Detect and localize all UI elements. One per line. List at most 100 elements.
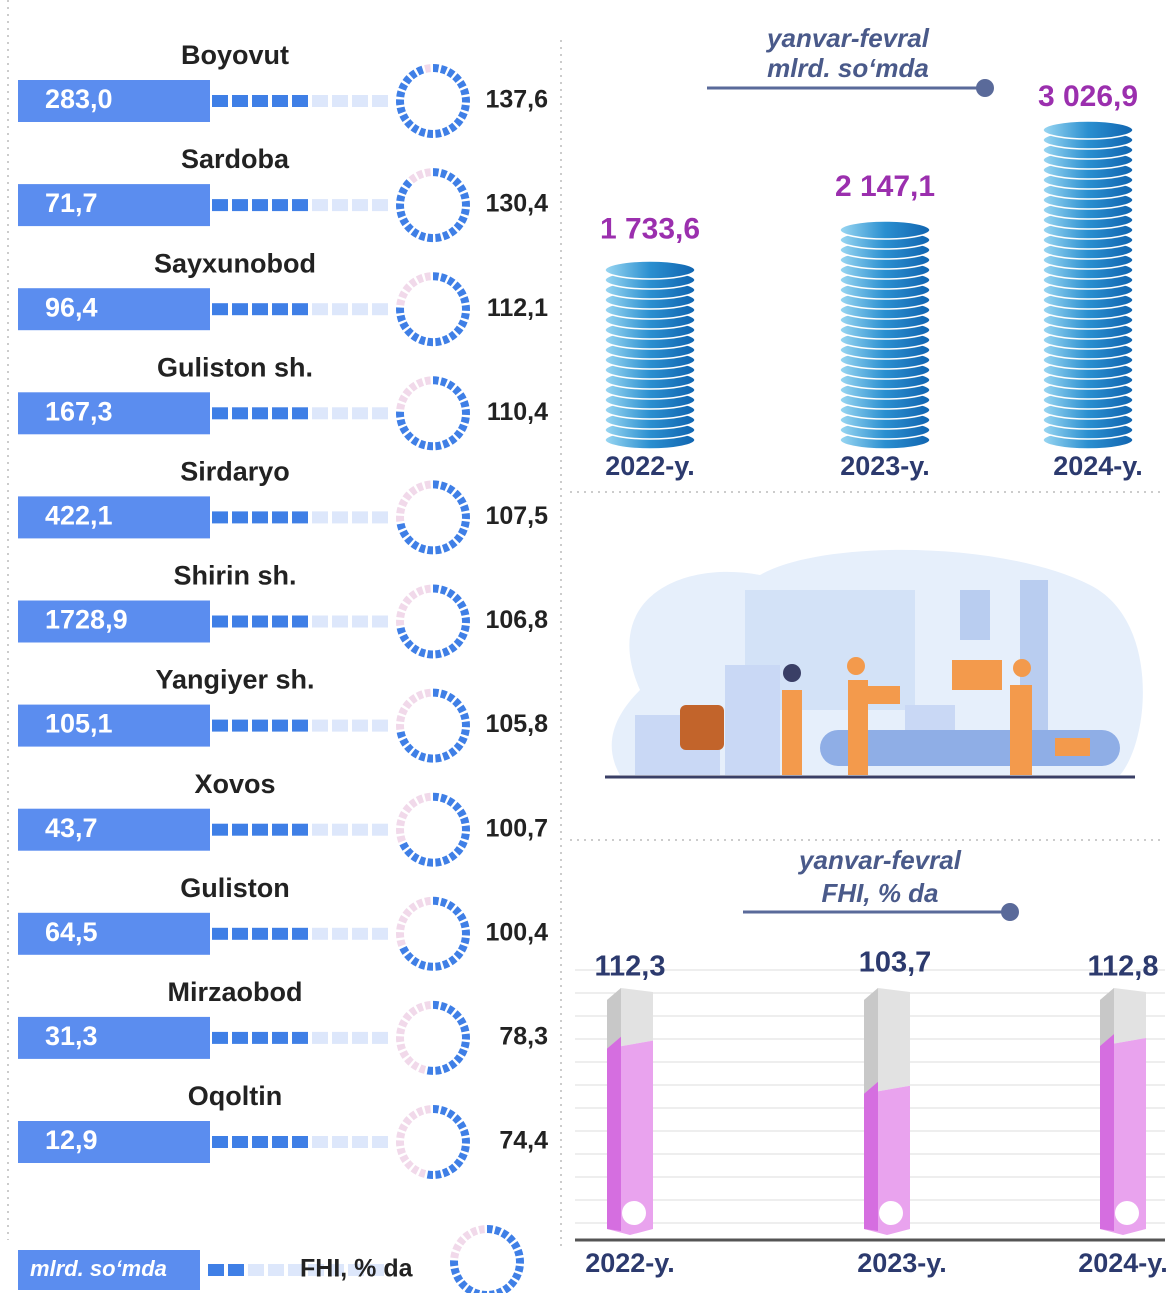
ring-segment <box>404 119 414 129</box>
ring-segment <box>398 394 409 404</box>
dash-segment <box>332 1031 348 1044</box>
ring-segment <box>460 520 470 528</box>
ring-segment <box>452 73 462 83</box>
dash-segment <box>232 407 248 420</box>
ring-segment <box>456 704 467 714</box>
fhi-label: 105,8 <box>485 710 548 738</box>
dash-segment <box>232 615 248 628</box>
dash-segment <box>332 95 348 107</box>
ring-segment <box>439 377 448 387</box>
ring-segment <box>415 1002 425 1013</box>
ring-gauge <box>396 896 470 971</box>
district-name: Xovos <box>194 769 275 799</box>
ring-segment <box>435 649 442 659</box>
ring-segment <box>457 631 468 641</box>
ring-segment <box>415 794 425 805</box>
ring-segment <box>448 122 458 133</box>
ring-segment <box>456 79 467 89</box>
ring-segment <box>404 1055 414 1066</box>
dash-segment <box>352 1031 368 1044</box>
ring-segment <box>460 624 470 633</box>
ring-segment <box>446 692 456 703</box>
ring-segment <box>460 1145 470 1153</box>
x-tick-label: 2024-y. <box>1078 1248 1168 1278</box>
dash-segment <box>292 1031 308 1044</box>
ring-segment <box>514 1248 524 1257</box>
ring-segment <box>448 643 458 653</box>
dash-segment <box>212 615 228 628</box>
ring-segment <box>410 123 420 134</box>
dash-segment <box>272 407 288 420</box>
dash-segment <box>292 303 308 316</box>
x-tick-label: 2024-y. <box>1053 451 1143 481</box>
bar-side <box>1100 988 1114 1046</box>
dash-segment <box>252 95 268 107</box>
ring-segment <box>410 228 420 238</box>
dash-segment <box>272 615 288 628</box>
dash-segment <box>372 1136 388 1148</box>
dash-segment <box>308 1264 324 1276</box>
dash-segment <box>332 511 348 524</box>
dash-segment <box>312 615 328 628</box>
x-tick-label: 2022-y. <box>585 1248 675 1278</box>
ring-segment <box>435 857 442 867</box>
ring-segment <box>460 816 470 825</box>
ring-segment <box>441 126 451 137</box>
legend-label: FHI, % da <box>300 1255 414 1283</box>
value-label: 103,7 <box>859 947 932 979</box>
ring-segment <box>399 1050 410 1059</box>
ring-segment <box>457 215 468 224</box>
ring-segment <box>399 633 410 643</box>
dash-segment <box>252 199 268 212</box>
dash-segment <box>312 1031 328 1044</box>
coin-stack <box>604 260 696 450</box>
ring-segment <box>456 392 467 402</box>
district-name: Guliston sh. <box>157 352 313 382</box>
dash-segment <box>232 95 248 107</box>
district-name: Sardoba <box>181 144 290 174</box>
dash-segment <box>212 303 228 316</box>
ring-segment <box>415 274 425 284</box>
dash-segment <box>332 927 348 940</box>
ring-segment <box>398 915 409 924</box>
ring-segment <box>398 706 409 716</box>
ring-segment <box>441 1167 451 1178</box>
chart-subtitle: mlrd. so‘mda <box>767 53 929 83</box>
ring-segment <box>441 959 451 969</box>
ring-segment <box>452 802 462 812</box>
dash-segment <box>368 1264 384 1276</box>
ring-segment <box>408 902 418 913</box>
fhi-label: 110,4 <box>487 398 548 426</box>
ring-segment <box>448 330 458 341</box>
district-name: Oqoltin <box>188 1081 282 1111</box>
ring-segment <box>418 960 427 970</box>
ring-segment <box>452 593 462 604</box>
dash-segment <box>312 407 328 420</box>
ring-segment <box>502 1283 512 1293</box>
dash-segment <box>272 1136 288 1148</box>
ring-segment <box>452 697 462 708</box>
ring-segment <box>396 1027 406 1035</box>
value-label: 43,7 <box>45 813 98 843</box>
ring-segment <box>396 626 406 635</box>
ring-segment <box>399 1154 410 1164</box>
ring-segment <box>415 586 425 596</box>
ring-segment <box>404 743 414 754</box>
dash-segment <box>312 199 328 212</box>
ring-segment <box>418 752 427 762</box>
ring-segment <box>469 1226 479 1237</box>
dash-segment <box>272 303 288 316</box>
value-label: 96,4 <box>45 292 98 322</box>
ring-segment <box>399 945 410 955</box>
ring-segment <box>460 1041 470 1049</box>
chart-subtitle: FHI, % da <box>821 878 938 908</box>
ring-segment <box>402 1116 413 1126</box>
ring-segment <box>435 1066 442 1075</box>
dash-segment <box>292 95 308 107</box>
ring-segment <box>435 441 442 451</box>
legend-label: mlrd. so‘mda <box>30 1256 167 1281</box>
ring-segment <box>441 855 451 865</box>
dash-segment <box>352 823 368 836</box>
ring-segment <box>446 1109 456 1120</box>
ring-segment <box>399 321 410 331</box>
